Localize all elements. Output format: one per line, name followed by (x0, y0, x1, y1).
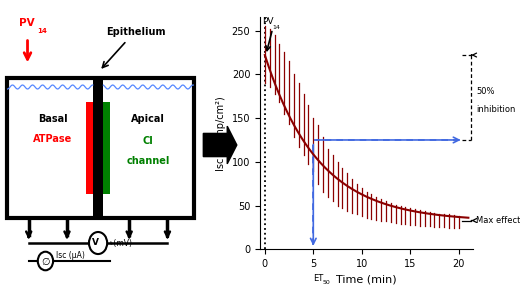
Circle shape (89, 232, 107, 254)
Text: inhibition: inhibition (476, 105, 515, 114)
Text: t: t (110, 240, 112, 246)
Bar (103, 102, 110, 194)
Text: Apical: Apical (132, 114, 165, 124)
Text: Epithelium: Epithelium (107, 27, 166, 37)
Text: Cl: Cl (143, 135, 154, 146)
Text: ET: ET (313, 274, 323, 283)
Text: 14: 14 (37, 28, 47, 34)
Text: V: V (92, 238, 99, 247)
Y-axis label: Isc (μAmp/cm²): Isc (μAmp/cm²) (216, 96, 226, 171)
Text: 50%: 50% (476, 87, 495, 96)
Text: PV: PV (19, 18, 35, 28)
Bar (7, 78, 194, 218)
Text: Basal: Basal (38, 114, 68, 124)
Text: 14: 14 (272, 25, 280, 30)
Text: channel: channel (126, 156, 170, 166)
Text: Max effect: Max effect (476, 216, 520, 225)
Text: (mV): (mV) (111, 238, 132, 248)
Text: $\emptyset$: $\emptyset$ (41, 255, 50, 267)
Text: 50: 50 (323, 280, 331, 285)
X-axis label: Time (min): Time (min) (336, 275, 397, 285)
Circle shape (38, 252, 53, 270)
Bar (93, 78, 103, 218)
Text: ATPase: ATPase (33, 134, 72, 144)
Text: Isc (μA): Isc (μA) (56, 251, 85, 260)
FancyArrow shape (203, 126, 237, 164)
Bar (86, 102, 93, 194)
Text: PV: PV (262, 17, 274, 26)
